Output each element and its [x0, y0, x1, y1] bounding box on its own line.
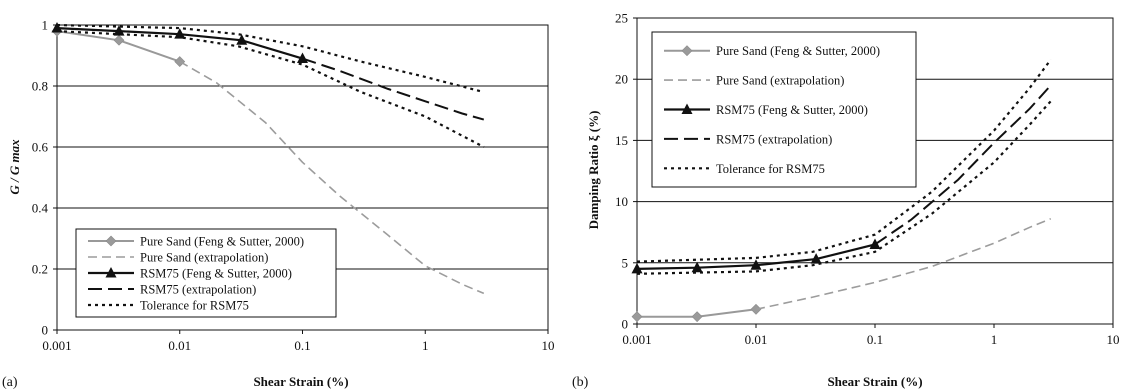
- y-tick-label: 5: [622, 255, 629, 270]
- legend-label: RSM75 (Feng & Sutter, 2000): [140, 267, 292, 281]
- chart-panel-b: 0.001 0.01 0.1 1 10 0 5 10 15 20 25 Pure Sand (Fe…: [572, 11, 1120, 391]
- x-tick-label: 0.1: [294, 338, 310, 353]
- x-axis-label: Shear Strain (%): [253, 374, 348, 389]
- x-axis-ticks: 0.001 0.01 0.1 1 10: [42, 330, 555, 353]
- data-point: [631, 311, 643, 322]
- legend-label: RSM75 (extrapolation): [716, 132, 832, 146]
- data-point: [174, 56, 186, 67]
- x-tick-label: 1: [422, 338, 429, 353]
- y-tick-label: 20: [615, 72, 628, 87]
- series-group: [631, 58, 1052, 322]
- series-line: [636, 100, 1052, 275]
- y-tick-label: 0: [622, 317, 629, 332]
- x-tick-label: 10: [1107, 332, 1120, 347]
- x-tick-label: 1: [991, 332, 998, 347]
- series-line: [302, 57, 485, 121]
- x-tick-label: 0.001: [42, 338, 71, 353]
- chart-panel-a: 0.001 0.01 0.1 1 10 0 0.2 0.4 0.6 0.8 1 Pure Sand…: [2, 18, 555, 391]
- legend-label: Pure Sand (extrapolation): [716, 74, 844, 88]
- legend-label: RSM75 (extrapolation): [140, 283, 256, 297]
- series-line: [636, 58, 1052, 263]
- panel-label: (a): [2, 375, 18, 390]
- y-tick-label: 0.2: [32, 262, 48, 277]
- legend-label: Tolerance for RSM75: [140, 299, 249, 313]
- x-axis-ticks: 0.001 0.01 0.1 1 10: [622, 324, 1120, 347]
- y-axis-ticks: 0 0.2 0.4 0.6 0.8 1: [32, 18, 57, 338]
- series-line: [874, 84, 1052, 246]
- legend-label: RSM75 (Feng & Sutter, 2000): [716, 103, 868, 117]
- legend-label: Pure Sand (Feng & Sutter, 2000): [716, 44, 880, 58]
- x-tick-label: 0.1: [867, 332, 883, 347]
- series-line: [179, 60, 485, 295]
- series-line: [56, 23, 485, 94]
- legend: Pure Sand (Feng & Sutter, 2000) Pure Sand…: [75, 228, 337, 318]
- x-tick-label: 10: [542, 338, 555, 353]
- y-tick-label: 0.8: [32, 79, 48, 94]
- y-axis-ticks: 0 5 10 15 20 25: [615, 11, 637, 332]
- legend-label: Tolerance for RSM75: [716, 162, 825, 176]
- data-point: [113, 34, 125, 46]
- y-tick-label: 0.6: [32, 140, 49, 155]
- y-tick-label: 15: [615, 133, 628, 148]
- legend-label: Pure Sand (extrapolation): [140, 251, 268, 265]
- y-axis-label: Damping Ratio ξ (%): [586, 111, 601, 230]
- y-axis-label: G / G max: [7, 139, 22, 195]
- x-axis-label: Shear Strain (%): [827, 374, 922, 389]
- panel-label: (b): [572, 375, 589, 390]
- series-line: [755, 217, 1052, 311]
- x-tick-label: 0.01: [745, 332, 768, 347]
- y-tick-label: 10: [615, 194, 628, 209]
- series-group: [51, 22, 485, 295]
- y-tick-label: 25: [615, 11, 628, 26]
- legend: Pure Sand (Feng & Sutter, 2000) Pure Sand…: [651, 31, 917, 188]
- x-tick-label: 0.001: [622, 332, 651, 347]
- x-tick-label: 0.01: [168, 338, 191, 353]
- y-tick-label: 1: [42, 18, 49, 33]
- y-tick-label: 0: [42, 323, 49, 338]
- data-point: [691, 311, 703, 322]
- legend-label: Pure Sand (Feng & Sutter, 2000): [140, 235, 304, 249]
- y-tick-label: 0.4: [32, 201, 49, 216]
